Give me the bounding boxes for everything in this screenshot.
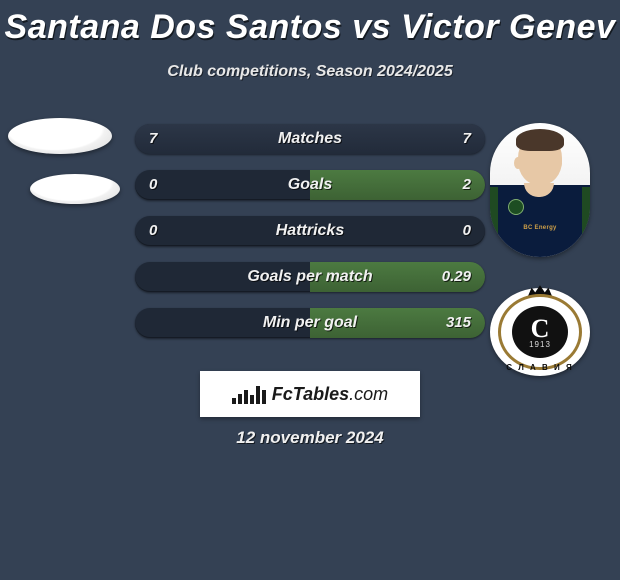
- stat-right-value: 0: [463, 216, 471, 246]
- jersey-sleeve: [582, 187, 590, 247]
- stat-right-value: 7: [463, 124, 471, 154]
- stat-row: Goals per match0.29: [135, 262, 485, 292]
- player-ear: [514, 157, 522, 169]
- logo-bar: [262, 390, 266, 404]
- logo-bar: [238, 394, 242, 404]
- jersey-sponsor: BC Energy: [504, 225, 576, 231]
- jersey-crest-icon: [508, 199, 524, 215]
- stat-left-value: 0: [149, 216, 157, 246]
- club-initial: C: [531, 316, 550, 342]
- left-player-photos: [8, 118, 116, 204]
- club-year: 1913: [529, 340, 551, 349]
- player-hair: [516, 129, 564, 151]
- page-title: Santana Dos Santos vs Victor Genev: [0, 0, 620, 47]
- logo-text-main: FcTables: [272, 384, 349, 404]
- stat-row: Matches7 7: [135, 124, 485, 154]
- stat-right-value: 0.29: [442, 262, 471, 292]
- left-club-badge-placeholder: [30, 174, 120, 204]
- comparison-date: 12 november 2024: [0, 428, 620, 448]
- right-player-photo: BC Energy: [490, 123, 590, 257]
- stat-row: Min per goal315: [135, 308, 485, 338]
- fctables-logo[interactable]: FcTables.com: [200, 371, 420, 417]
- stat-left-value: 7: [149, 124, 157, 154]
- logo-bar: [250, 395, 254, 404]
- stat-right-value: 2: [463, 170, 471, 200]
- stat-left-value: 0: [149, 170, 157, 200]
- stat-right-value: 315: [446, 308, 471, 338]
- club-arc-text: С Л А В И Я: [490, 363, 590, 372]
- logo-text-domain: .com: [349, 384, 388, 404]
- stat-label: Goals per match: [135, 262, 485, 292]
- logo-bars-icon: [232, 384, 266, 404]
- stat-row: Hattricks0 0: [135, 216, 485, 246]
- logo-bar: [244, 390, 248, 404]
- stat-label: Matches: [135, 124, 485, 154]
- stat-label: Min per goal: [135, 308, 485, 338]
- stat-row: Goals0 2: [135, 170, 485, 200]
- logo-bar: [256, 386, 260, 404]
- stat-label: Goals: [135, 170, 485, 200]
- logo-bar: [232, 398, 236, 404]
- right-club-badge: C 1913 С Л А В И Я: [490, 288, 590, 376]
- player-ear: [554, 157, 562, 169]
- page-subtitle: Club competitions, Season 2024/2025: [0, 63, 620, 81]
- stat-label: Hattricks: [135, 216, 485, 246]
- left-player-photo-placeholder: [8, 118, 112, 154]
- jersey-sleeve: [490, 187, 498, 247]
- logo-text: FcTables.com: [272, 384, 388, 405]
- badge-inner: C 1913: [512, 306, 568, 358]
- stats-table: Matches77Goals02Hattricks00Goals per mat…: [135, 124, 485, 354]
